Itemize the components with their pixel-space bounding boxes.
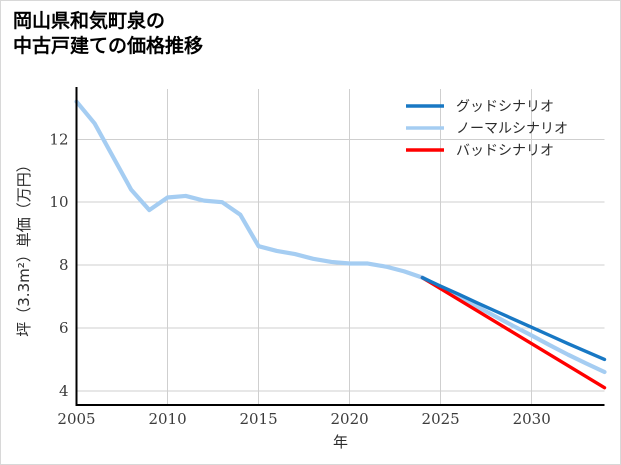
x-tick-label: 2005	[57, 410, 95, 428]
legend-label: バッドシナリオ	[456, 143, 554, 159]
chart-title-text: 岡山県和気町泉の 中古戸建ての価格推移	[13, 10, 204, 57]
x-tick-label: 2015	[239, 410, 277, 428]
y-tick-label: 6	[59, 319, 69, 337]
series-line-グッドシナリオ	[420, 275, 607, 362]
y-tick-label: 8	[59, 256, 69, 274]
y-axis-tick-labels: 4 6 8 10 12	[49, 130, 68, 400]
x-tick-label: 2020	[331, 410, 369, 428]
legend-label: ノーマルシナリオ	[456, 121, 568, 137]
y-tick-label: 12	[49, 130, 68, 148]
series-line-バッドシナリオ	[420, 275, 607, 390]
y-axis-title: 坪（3.3m²）単価（万円）	[15, 157, 33, 336]
y-gridlines	[76, 138, 605, 392]
x-axis-tick-labels: 2005 2010 2015 2020 2025 2030	[57, 410, 550, 428]
y-tick-label: 10	[49, 193, 68, 211]
x-tick-label: 2025	[422, 410, 460, 428]
page-title: 岡山県和気町泉の 中古戸建ての価格推移	[13, 9, 203, 58]
x-tick-label: 2010	[148, 410, 186, 428]
x-axis-title: 年	[333, 433, 348, 451]
x-tick-label: 2030	[513, 410, 551, 428]
series-layer	[74, 99, 607, 390]
y-tick-label: 4	[59, 382, 69, 400]
axis-spines	[75, 87, 605, 407]
legend-label: グッドシナリオ	[456, 99, 554, 115]
series-line-ノーマルシナリオ	[74, 99, 607, 375]
